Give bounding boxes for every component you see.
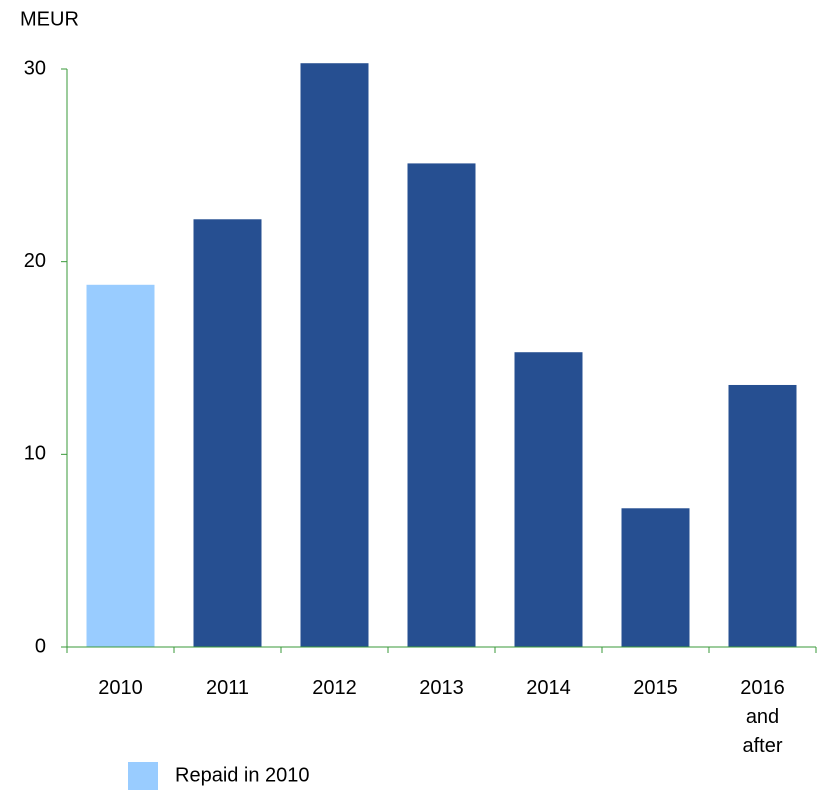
y-tick-label: 20 (24, 250, 46, 272)
y-axis-label: MEUR (20, 8, 79, 30)
x-tick-label: 2012 (312, 677, 357, 699)
x-tick-label: 2011 (205, 677, 249, 699)
x-tick-label: 2014 (526, 677, 571, 699)
bar (407, 163, 476, 647)
x-tick-label: 2010 (98, 677, 143, 699)
y-tick-label: 30 (24, 57, 46, 79)
x-tick-label: 2015 (633, 677, 678, 699)
legend-label: Repaid in 2010 (175, 764, 310, 786)
bar (300, 63, 369, 648)
bar (728, 384, 797, 647)
x-tick-label: 2013 (419, 677, 464, 699)
legend-swatch (128, 762, 158, 790)
bar (621, 508, 690, 647)
y-tick-label: 10 (24, 443, 46, 465)
bar (86, 284, 155, 647)
x-tick-label: 2016 and after (740, 677, 785, 757)
bar (193, 219, 262, 647)
bar (514, 352, 583, 647)
y-tick-label: 0 (35, 635, 46, 657)
